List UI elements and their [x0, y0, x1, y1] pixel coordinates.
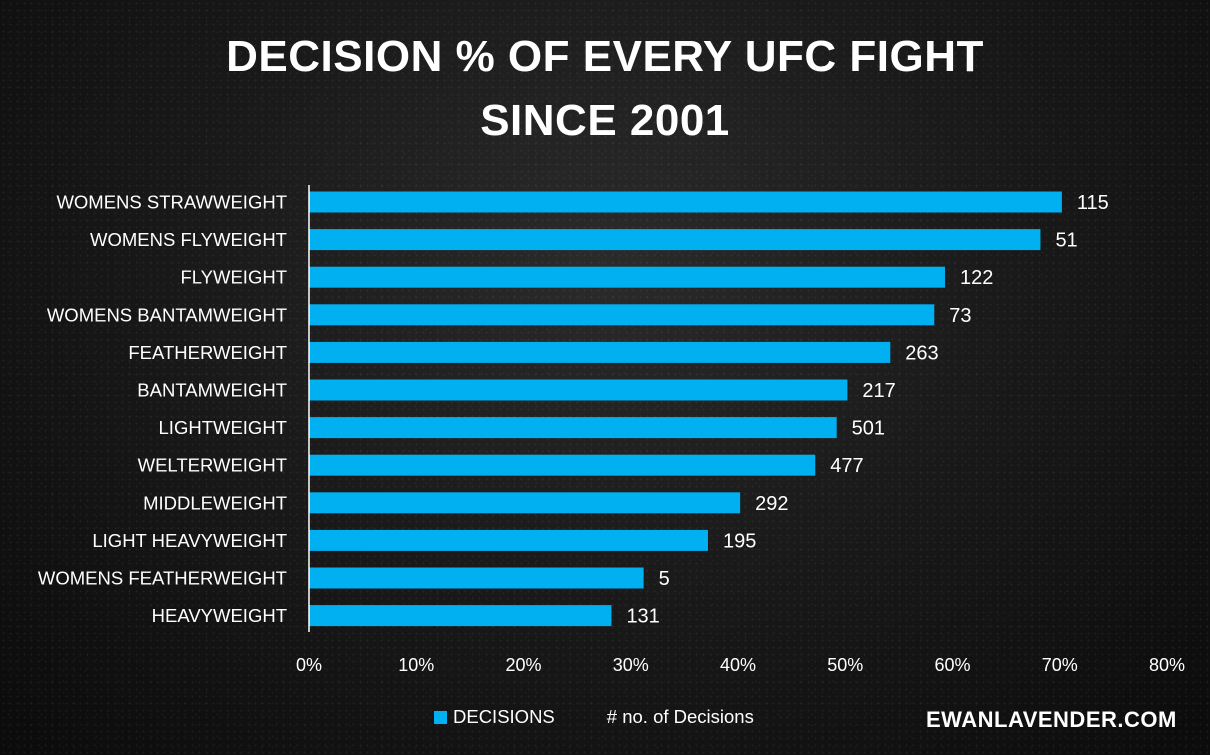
data-label: 131 [626, 606, 659, 628]
category-label: FLYWEIGHT [180, 267, 287, 288]
bar [309, 417, 837, 439]
x-tick-label: 70% [1042, 655, 1078, 675]
data-label: 73 [949, 305, 971, 327]
data-label: 122 [960, 267, 993, 289]
bar [309, 304, 935, 326]
x-tick-label: 0% [296, 655, 322, 675]
data-label: 217 [862, 380, 895, 402]
category-label: MIDDLEWEIGHT [143, 492, 287, 513]
x-tick-label: 30% [613, 655, 649, 675]
x-tick-label: 60% [934, 655, 970, 675]
bar [309, 492, 741, 514]
category-label: BANTAMWEIGHT [137, 380, 287, 401]
bar [309, 454, 816, 476]
category-label: FEATHERWEIGHT [128, 342, 287, 363]
legend-secondary-label: # no. of Decisions [606, 706, 754, 727]
category-label: LIGHTWEIGHT [159, 417, 287, 438]
category-label: WELTERWEIGHT [138, 455, 287, 476]
category-label: LIGHT HEAVYWEIGHT [92, 530, 287, 551]
data-label: 263 [905, 342, 938, 364]
bar [309, 605, 612, 627]
data-label: 51 [1055, 230, 1077, 252]
category-label: HEAVYWEIGHT [152, 605, 287, 626]
data-label: 292 [755, 493, 788, 515]
bar [309, 191, 1062, 213]
x-tick-label: 50% [827, 655, 863, 675]
x-tick-label: 20% [505, 655, 541, 675]
data-label: 195 [723, 530, 756, 552]
bar [309, 266, 945, 288]
data-label: 5 [659, 568, 670, 590]
data-label: 477 [830, 455, 863, 477]
category-label: WOMENS STRAWWEIGHT [56, 192, 287, 213]
watermark: EWANLAVENDER.COM [926, 707, 1177, 732]
legend-series-label: DECISIONS [453, 706, 555, 727]
bar [309, 379, 848, 401]
x-tick-label: 40% [720, 655, 756, 675]
bar-chart: WOMENS STRAWWEIGHT 115 WOMENS FLYWEIGHT 51 F… [38, 191, 1185, 675]
legend: DECISIONS # no. of Decisions [434, 706, 754, 728]
bar [309, 567, 644, 589]
chart-title-line-1: DECISION % OF EVERY UFC FIGHT [226, 32, 984, 81]
category-label: WOMENS BANTAMWEIGHT [47, 304, 287, 325]
data-label: 115 [1077, 192, 1109, 214]
data-label: 501 [852, 418, 885, 440]
x-tick-label: 80% [1149, 655, 1185, 675]
chart-title-line-2: SINCE 2001 [480, 96, 730, 145]
bar [309, 229, 1041, 251]
category-label: WOMENS FEATHERWEIGHT [38, 568, 287, 589]
bar [309, 529, 708, 551]
bar [309, 341, 891, 363]
x-tick-label: 10% [398, 655, 434, 675]
legend-swatch [434, 710, 447, 724]
category-label: WOMENS FLYWEIGHT [90, 229, 287, 250]
